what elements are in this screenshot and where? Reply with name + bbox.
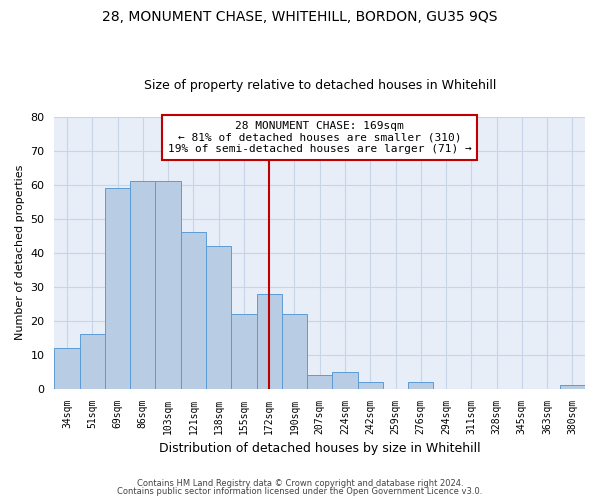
Bar: [105, 188, 130, 388]
Bar: [155, 182, 181, 388]
Bar: [206, 246, 231, 388]
Bar: [231, 314, 257, 388]
Text: Contains public sector information licensed under the Open Government Licence v3: Contains public sector information licen…: [118, 487, 482, 496]
Bar: [307, 375, 332, 388]
Bar: [257, 294, 282, 388]
Bar: [130, 182, 155, 388]
Bar: [55, 348, 80, 389]
Bar: [181, 232, 206, 388]
Text: 28 MONUMENT CHASE: 169sqm
← 81% of detached houses are smaller (310)
19% of semi: 28 MONUMENT CHASE: 169sqm ← 81% of detac…: [168, 121, 472, 154]
Bar: [282, 314, 307, 388]
Bar: [358, 382, 383, 388]
Title: Size of property relative to detached houses in Whitehill: Size of property relative to detached ho…: [143, 79, 496, 92]
Bar: [80, 334, 105, 388]
Text: Contains HM Land Registry data © Crown copyright and database right 2024.: Contains HM Land Registry data © Crown c…: [137, 478, 463, 488]
Bar: [332, 372, 358, 388]
Text: 28, MONUMENT CHASE, WHITEHILL, BORDON, GU35 9QS: 28, MONUMENT CHASE, WHITEHILL, BORDON, G…: [102, 10, 498, 24]
Y-axis label: Number of detached properties: Number of detached properties: [15, 165, 25, 340]
X-axis label: Distribution of detached houses by size in Whitehill: Distribution of detached houses by size …: [159, 442, 481, 455]
Bar: [560, 386, 585, 388]
Bar: [408, 382, 433, 388]
